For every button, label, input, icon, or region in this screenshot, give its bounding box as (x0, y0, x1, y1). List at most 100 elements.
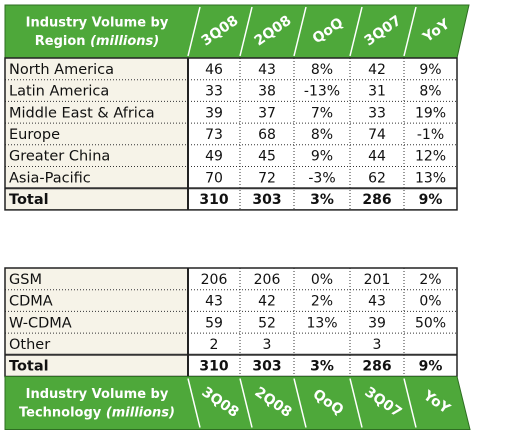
row-label: Middle East & Africa (9, 105, 155, 121)
row-label: Greater China (9, 149, 110, 165)
row-label: North America (9, 62, 114, 78)
header-divider (403, 6, 417, 57)
row-label: Europe (9, 127, 60, 143)
cell-value: 39 (205, 105, 223, 121)
cell-value: 8% (311, 62, 333, 78)
cell-value: 62 (368, 170, 386, 186)
header-unit: (millions) (106, 405, 175, 420)
cell-value: 38 (258, 84, 276, 100)
header-divider (239, 378, 253, 428)
header-divider (187, 6, 201, 57)
cell-value: 33 (368, 105, 386, 121)
cell-value: 46 (205, 62, 223, 78)
cell-value: -13% (304, 84, 340, 100)
table-border (4, 57, 458, 211)
label-cell (5, 101, 188, 124)
cell-value: 70 (205, 170, 223, 186)
header-divider (293, 378, 307, 428)
cell-value: 43 (368, 294, 386, 310)
cell-value: -1% (417, 127, 444, 143)
cell-value: 0% (311, 272, 333, 288)
row-label: Latin America (9, 84, 109, 100)
cell-value: 52 (258, 315, 276, 331)
cell-value: 310 (199, 192, 228, 208)
label-cell (5, 311, 188, 334)
cell-value: 37 (258, 105, 276, 121)
header-title: Region (millions) (35, 34, 160, 49)
header-divider (293, 6, 307, 57)
cell-value: 3 (373, 337, 382, 353)
cell-value: 45 (258, 149, 276, 165)
label-cell (5, 166, 188, 189)
cell-value: 72 (258, 170, 276, 186)
cell-value: 42 (368, 62, 386, 78)
cell-value: 303 (252, 359, 281, 375)
header-unit: (millions) (90, 34, 159, 49)
cell-value: 8% (311, 127, 333, 143)
cell-value: 9% (419, 359, 443, 375)
cell-value: 286 (362, 192, 391, 208)
label-cell (5, 79, 188, 102)
cell-value: 68 (258, 127, 276, 143)
header-subject: Region (35, 34, 86, 49)
header-divider (349, 6, 363, 57)
cell-value: 74 (368, 127, 386, 143)
cell-value: 3 (263, 337, 272, 353)
label-cell (5, 333, 188, 355)
header-divider (349, 378, 363, 428)
cell-value: 303 (252, 192, 281, 208)
row-label: Total (9, 192, 49, 208)
cell-value: 2% (419, 272, 441, 288)
cell-value: 59 (205, 315, 223, 331)
cell-value: 8% (419, 84, 441, 100)
header-band (4, 4, 470, 59)
row-label: Other (9, 337, 50, 353)
cell-value: 0% (419, 294, 441, 310)
cell-value: 2 (210, 337, 219, 353)
cell-value: 19% (415, 105, 446, 121)
label-cell (5, 144, 188, 167)
cell-value: 43 (258, 62, 276, 78)
cell-value: 9% (419, 192, 443, 208)
label-cell (5, 188, 188, 210)
header-divider (239, 6, 253, 57)
cell-value: 206 (201, 272, 228, 288)
cell-value: 286 (362, 359, 391, 375)
cell-value: 44 (368, 149, 386, 165)
cell-value: 13% (306, 315, 337, 331)
cell-value: 9% (419, 62, 441, 78)
header-title: Industry Volume by (26, 387, 169, 402)
label-cell (5, 289, 188, 312)
cell-value: 7% (311, 105, 333, 121)
header-divider (403, 378, 417, 428)
cell-value: 201 (364, 272, 391, 288)
label-cell (5, 354, 188, 377)
cell-value: 206 (254, 272, 281, 288)
row-label: GSM (9, 272, 42, 288)
header-divider (187, 378, 201, 428)
cell-value: 33 (205, 84, 223, 100)
cell-value: 50% (415, 315, 446, 331)
row-label: CDMA (9, 294, 53, 310)
row-label: Asia-Pacific (9, 170, 91, 186)
cell-value: 42 (258, 294, 276, 310)
label-cell (5, 123, 188, 145)
cell-value: 43 (205, 294, 223, 310)
cell-value: 3% (310, 359, 334, 375)
cell-value: 2% (311, 294, 333, 310)
cell-value: 39 (368, 315, 386, 331)
label-cell (5, 268, 188, 290)
cell-value: 310 (199, 359, 228, 375)
header-subject: Technology (19, 405, 102, 420)
cell-value: 12% (415, 149, 446, 165)
row-label: W-CDMA (9, 315, 72, 331)
header-title: Technology (millions) (19, 405, 175, 420)
cell-value: 3% (310, 192, 334, 208)
cell-value: 13% (415, 170, 446, 186)
header-title: Industry Volume by (26, 16, 169, 31)
cell-value: 49 (205, 149, 223, 165)
cell-value: 73 (205, 127, 223, 143)
cell-value: 9% (311, 149, 333, 165)
